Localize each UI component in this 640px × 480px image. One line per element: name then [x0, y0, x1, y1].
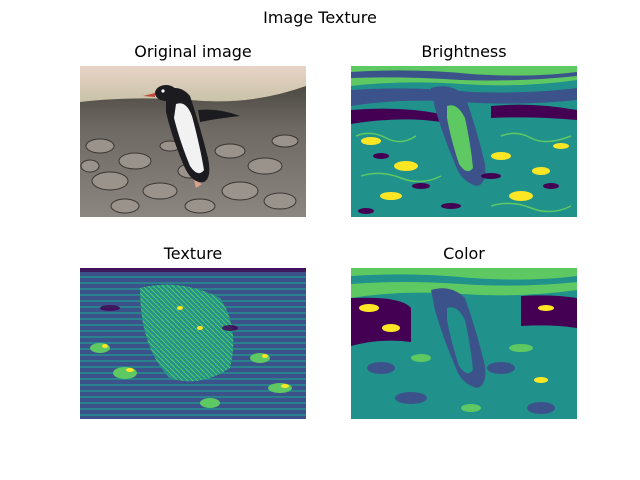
panel-title-original: Original image [134, 42, 252, 61]
texture-segmentation [80, 268, 306, 419]
original-image-panel [80, 66, 306, 217]
brightness-segmentation [351, 66, 577, 217]
figure-title: Image Texture [263, 8, 377, 27]
panel-title-texture: Texture [163, 244, 223, 263]
panel-title-brightness: Brightness [421, 42, 507, 61]
texture-panel [80, 268, 306, 419]
penguin-photo [80, 66, 306, 217]
color-panel [351, 268, 577, 419]
brightness-panel [351, 66, 577, 217]
panel-title-color: Color [443, 244, 485, 263]
color-segmentation [351, 268, 577, 419]
